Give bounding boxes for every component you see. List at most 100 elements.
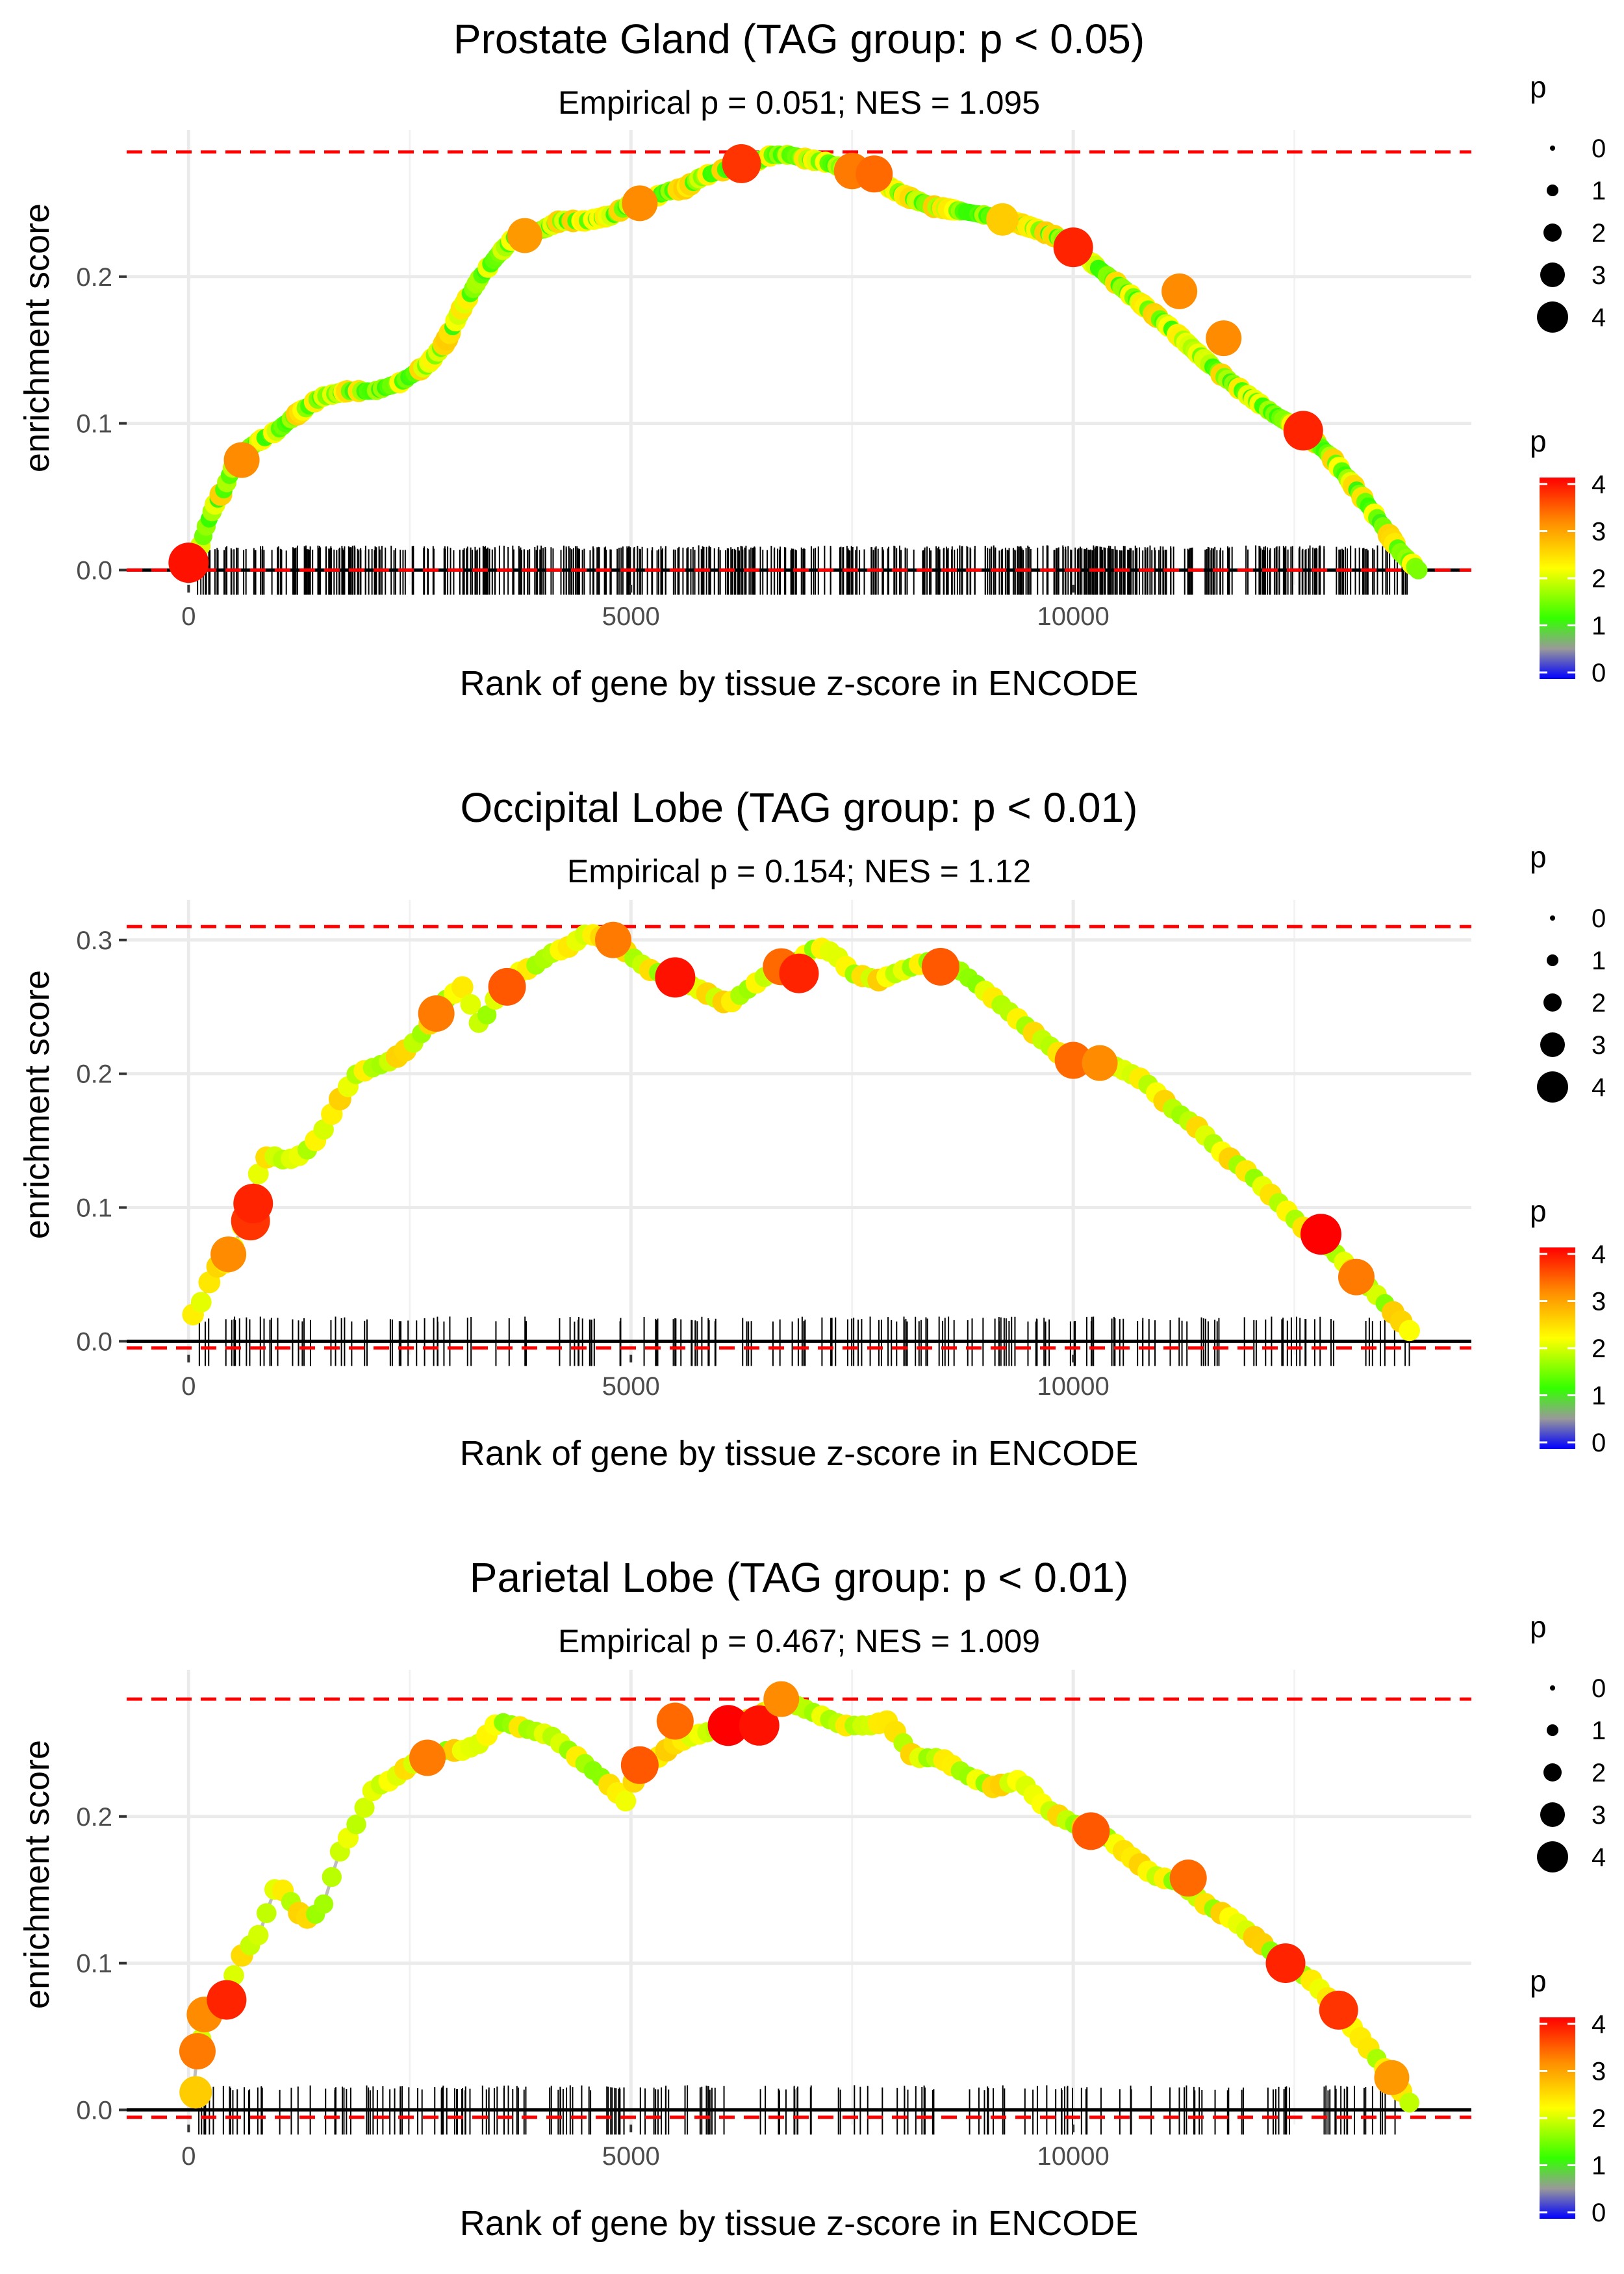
size-legend-dot — [1550, 146, 1555, 151]
size-legend-dot — [1550, 1685, 1555, 1691]
data-point — [322, 1867, 342, 1887]
y-tick-label: 0.0 — [76, 1327, 112, 1356]
x-tick-label: 10000 — [1037, 2142, 1110, 2171]
data-point — [418, 995, 455, 1032]
data-point — [615, 1790, 637, 1812]
color-legend-label: 3 — [1592, 1288, 1606, 1316]
size-legend-dot — [1547, 185, 1558, 196]
data-point — [210, 1236, 247, 1273]
data-point — [1082, 1045, 1118, 1081]
size-legend-title: p — [1530, 840, 1547, 874]
x-tick-label: 0 — [181, 2142, 196, 2171]
size-legend-label: 0 — [1592, 1674, 1606, 1703]
color-legend-label: 3 — [1592, 518, 1606, 546]
color-legend-title: p — [1530, 424, 1547, 458]
data-point — [346, 1814, 366, 1835]
y-tick-label: 0.0 — [76, 2096, 112, 2125]
data-point — [722, 144, 761, 183]
y-axis-title: enrichment score — [18, 1740, 57, 2009]
color-legend-label: 1 — [1592, 612, 1606, 641]
data-point — [409, 1739, 446, 1776]
data-point — [507, 218, 542, 253]
data-point — [354, 1797, 375, 1818]
data-point — [622, 185, 658, 222]
y-tick-label: 0.1 — [76, 1194, 112, 1223]
data-point — [190, 1292, 212, 1313]
size-legend-label: 3 — [1592, 1031, 1606, 1060]
color-legend-label: 2 — [1592, 2104, 1606, 2133]
size-legend-dot — [1547, 954, 1558, 966]
data-point — [460, 994, 481, 1015]
data-point — [1283, 411, 1323, 451]
data-point — [1409, 561, 1428, 580]
size-legend-label: 3 — [1592, 261, 1606, 290]
color-legend-label: 0 — [1592, 659, 1606, 687]
size-legend-label: 0 — [1592, 134, 1606, 163]
size-legend-dot — [1540, 262, 1565, 287]
plot-area: 0 5000 10000 0.0 0.1 0.2 — [76, 1670, 1471, 2171]
data-point — [655, 957, 696, 998]
data-point — [477, 1005, 497, 1025]
data-point — [1319, 1990, 1358, 2030]
size-legend-label: 4 — [1592, 1843, 1606, 1872]
color-legend-label: 4 — [1592, 2010, 1606, 2039]
size-legend-dot — [1537, 1841, 1568, 1872]
data-point — [179, 2033, 216, 2070]
panel-3: Parietal Lobe (TAG group: p < 0.01) Empi… — [18, 1554, 1606, 2243]
data-point — [223, 442, 260, 478]
size-legend-label: 4 — [1592, 303, 1606, 332]
data-point — [779, 953, 819, 993]
color-legend-label: 0 — [1592, 2199, 1606, 2227]
data-point — [179, 2076, 212, 2109]
y-axis-title: enrichment score — [18, 970, 57, 1239]
size-legend-dot — [1543, 993, 1562, 1012]
data-point — [247, 1163, 269, 1184]
size-legend-label: 1 — [1592, 177, 1606, 205]
x-axis-title: Rank of gene by tissue z-score in ENCODE — [460, 664, 1138, 703]
size-legend-label: 2 — [1592, 219, 1606, 248]
data-point — [1265, 1943, 1306, 1984]
x-tick-label: 10000 — [1037, 1372, 1110, 1401]
x-tick-label: 5000 — [602, 1372, 660, 1401]
size-legend-label: 2 — [1592, 989, 1606, 1017]
y-tick-label: 0.2 — [76, 1803, 112, 1832]
x-tick-label: 10000 — [1037, 602, 1110, 631]
y-tick-label: 0.0 — [76, 556, 112, 585]
data-point — [1169, 1859, 1207, 1897]
color-legend-label: 4 — [1592, 470, 1606, 499]
data-point — [451, 976, 474, 999]
size-legend-dot — [1540, 1032, 1565, 1057]
x-tick-label: 5000 — [602, 602, 660, 631]
data-point — [595, 921, 632, 958]
panel-1: Prostate Gland (TAG group: p < 0.05) Emp… — [18, 16, 1606, 703]
data-point — [921, 947, 959, 986]
color-legend-label: 4 — [1592, 1240, 1606, 1269]
plot-area: 0 5000 10000 0.0 0.1 0.2 — [76, 130, 1471, 631]
x-tick-label: 0 — [181, 602, 196, 631]
data-point — [1374, 2060, 1410, 2095]
size-legend-dot — [1543, 224, 1562, 242]
x-axis-title: Rank of gene by tissue z-score in ENCODE — [460, 2204, 1138, 2243]
size-legend-dot — [1543, 1763, 1562, 1782]
data-point — [1053, 227, 1093, 268]
size-legend-dot — [1550, 915, 1555, 921]
size-legend-dot — [1547, 1724, 1558, 1736]
data-point — [1161, 273, 1198, 309]
data-point — [207, 1980, 247, 2020]
y-tick-label: 0.2 — [76, 263, 112, 292]
size-legend-label: 3 — [1592, 1801, 1606, 1830]
y-tick-label: 0.1 — [76, 410, 112, 439]
size-legend-label: 2 — [1592, 1759, 1606, 1787]
data-point — [739, 1705, 780, 1746]
panel-2: Occipital Lobe (TAG group: p < 0.01) Emp… — [18, 784, 1606, 1473]
data-point — [1054, 1041, 1092, 1079]
size-legend-label: 0 — [1592, 904, 1606, 933]
data-point — [1206, 320, 1242, 357]
data-point — [1399, 1320, 1420, 1342]
data-point — [314, 1894, 334, 1914]
chart-subtitle: Empirical p = 0.467; NES = 1.009 — [558, 1623, 1040, 1659]
data-point — [233, 1183, 273, 1223]
size-legend-dot — [1537, 301, 1568, 333]
chart-subtitle: Empirical p = 0.154; NES = 1.12 — [567, 853, 1031, 889]
size-legend-title: p — [1530, 70, 1547, 104]
